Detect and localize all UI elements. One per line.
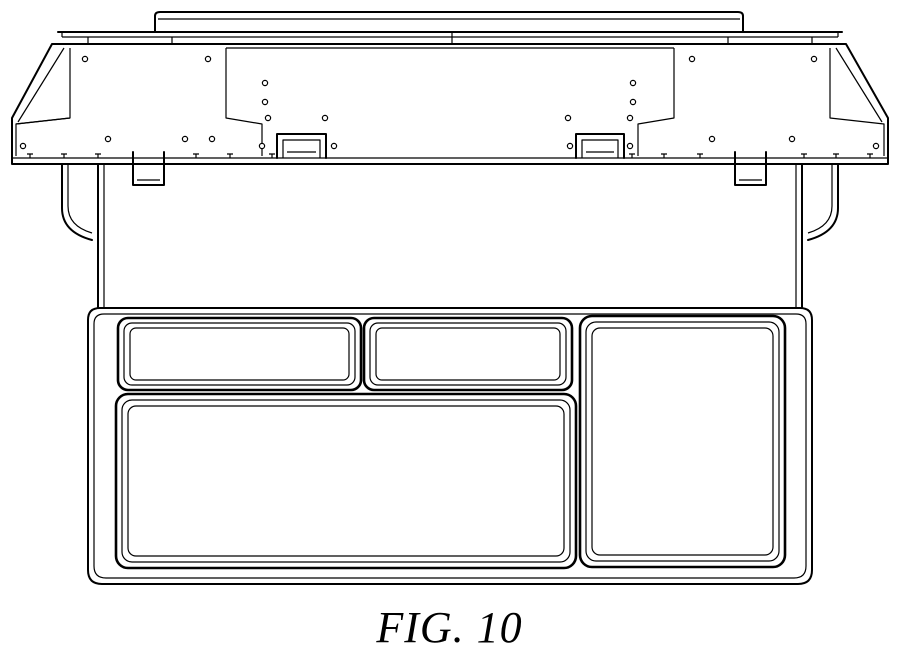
center-latch-right <box>576 134 624 158</box>
tray-outer <box>88 308 812 584</box>
top-lid-rim <box>55 12 845 44</box>
hinge-clip-left <box>133 152 164 185</box>
compartment-bottom-left <box>116 394 576 568</box>
center-latch-left <box>277 134 326 158</box>
figure-label: FIG. 10 <box>0 603 899 653</box>
hinge-clip-right <box>735 152 766 185</box>
compartment-top-left <box>118 318 361 390</box>
compartment-top-middle <box>364 318 572 390</box>
compartment-right <box>580 316 785 567</box>
left-end-panel <box>16 48 262 156</box>
mounting-holes <box>20 56 878 148</box>
right-end-panel <box>638 48 884 156</box>
left-support-arm <box>62 164 104 308</box>
right-support-arm <box>796 164 838 308</box>
console-body <box>12 44 888 164</box>
